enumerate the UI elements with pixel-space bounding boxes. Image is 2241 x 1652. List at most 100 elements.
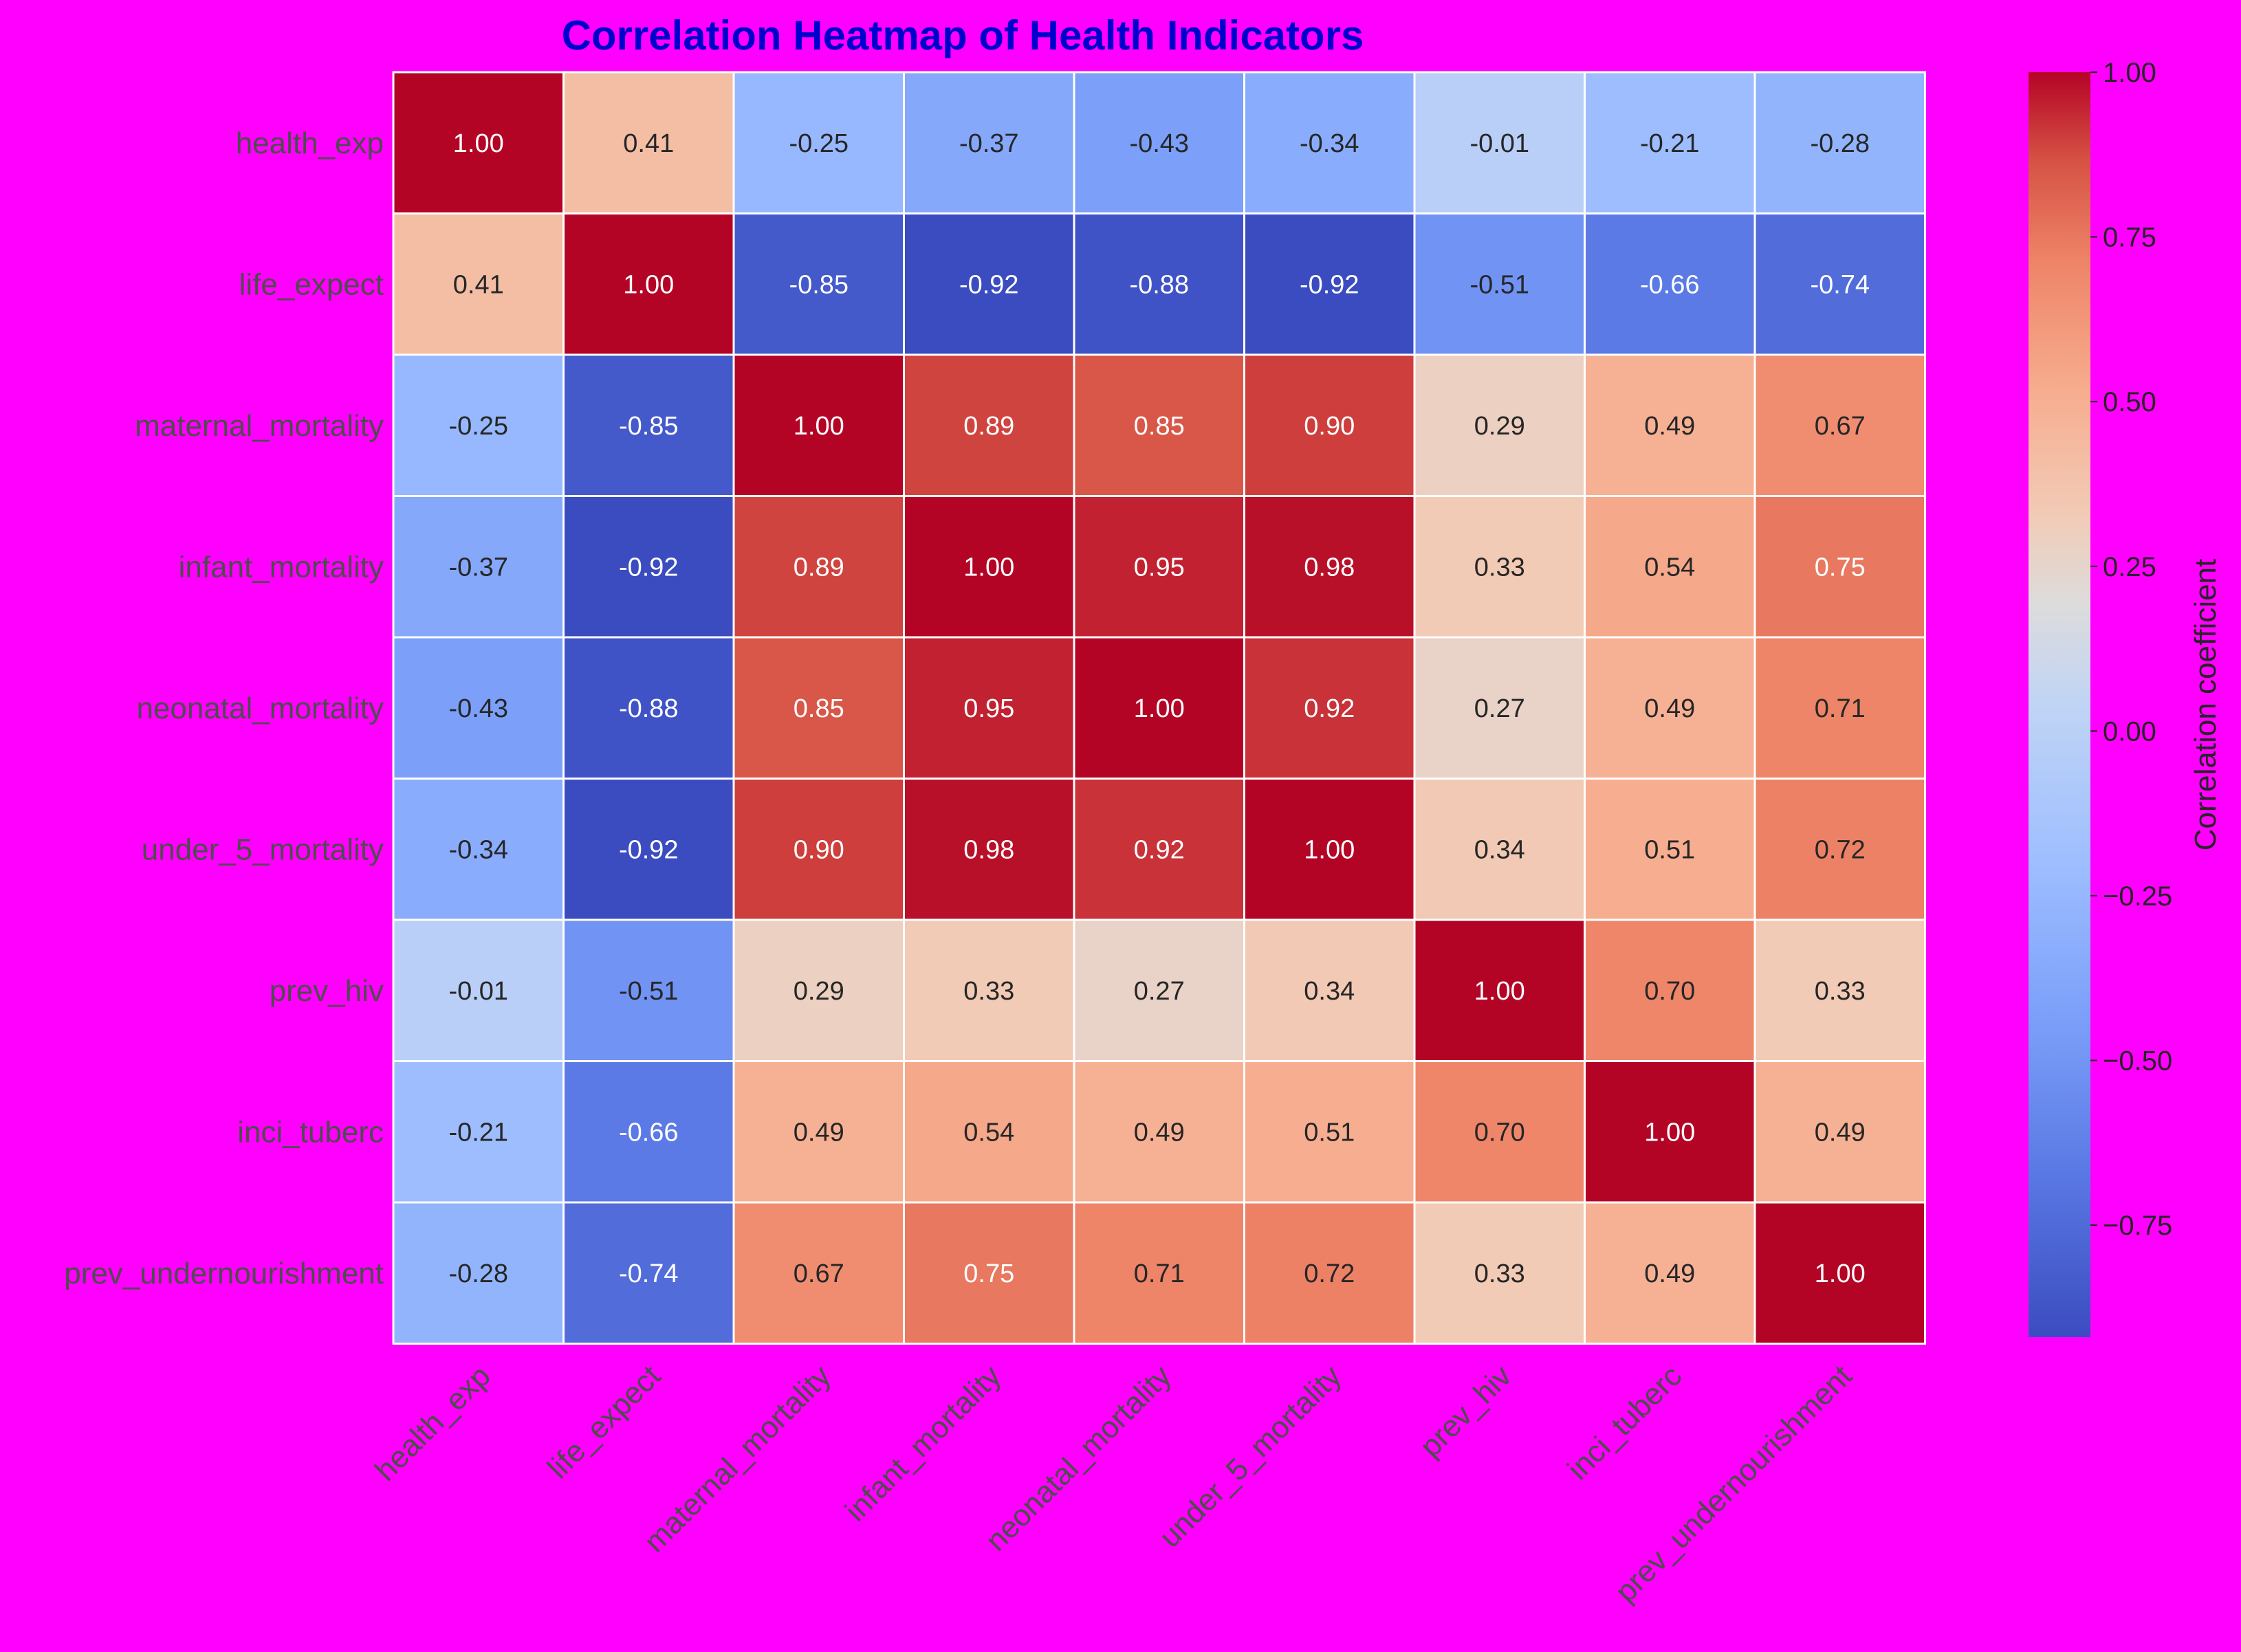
heatmap-cell [392,353,565,497]
cell-value-label: 0.41 [623,129,674,158]
row-tick-label: prev_hiv [270,974,384,1008]
heatmap-cell [392,918,565,1062]
heatmap-cell [392,1060,565,1204]
heatmap-cell [732,1201,905,1345]
cell-value-label: 0.34 [1304,977,1355,1006]
heatmap-cell [392,778,565,921]
heatmap-cell [732,212,905,356]
cell-value-label: 1.00 [1815,1259,1866,1288]
heatmap-cell [1243,778,1416,921]
heatmap-cell [1073,1060,1245,1204]
heatmap-cell [392,495,565,639]
heatmap-cell [1753,778,1926,921]
colorbar-tick-label: 0.50 [2103,387,2156,417]
cell-value-label: -0.37 [959,129,1019,158]
cell-value-label: 1.00 [623,270,674,299]
cell-value-label: -0.74 [619,1259,679,1288]
cell-value-label: 0.34 [1474,835,1525,864]
cell-value-label: 0.49 [1644,412,1695,441]
row-tick-label: infant_mortality [179,550,384,584]
heatmap-cell [1753,1060,1926,1204]
cell-value-label: -0.25 [789,129,849,158]
cell-value-label: 0.33 [1474,1259,1525,1288]
row-tick-label: life_expect [239,267,384,301]
heatmap-cell [392,1201,565,1345]
heatmap-cell [732,1060,905,1204]
heatmap-cell [1243,1201,1416,1345]
cell-value-label: 0.90 [1304,412,1355,441]
heatmap-cell [562,353,735,497]
heatmap-cell [562,636,735,780]
cell-value-label: 1.00 [1644,1118,1695,1147]
cell-value-label: -0.21 [448,1118,508,1147]
cell-value-label: -0.01 [1469,129,1529,158]
cell-value-label: 0.85 [794,694,844,723]
heatmap-cell [1073,71,1245,214]
heatmap-cell [562,918,735,1062]
row-tick-label: maternal_mortality [135,409,384,443]
colorbar-tick-label: −0.75 [2103,1211,2172,1241]
heatmap-cell [562,495,735,639]
cell-value-label: 0.85 [1134,412,1185,441]
cell-value-label: -0.85 [619,412,679,441]
cell-value-label: 0.72 [1815,835,1866,864]
column-tick-label: prev_hiv [1414,1359,1518,1464]
heatmap-cell [1073,918,1245,1062]
heatmap-cell [1584,778,1756,921]
column-tick-label: life_expect [541,1359,667,1485]
cell-value-label: -0.43 [448,694,508,723]
heatmap-cell [903,1060,1075,1204]
colorbar-ticks: 1.00 0.75 0.50 0.25 0.00 −0.25 −0.50 −0.75 [2090,58,2172,1241]
heatmap-cell [1073,212,1245,356]
cell-value-label: 0.49 [1644,1259,1695,1288]
cell-value-label: -0.34 [1300,129,1359,158]
heatmap-cell [903,636,1075,780]
column-tick-label: neonatal_mortality [979,1359,1178,1558]
cell-value-label: 0.89 [794,553,844,582]
cell-value-label: -0.43 [1129,129,1189,158]
cell-value-label: -0.34 [448,835,508,864]
heatmap-cell [1753,353,1926,497]
cell-value-label: 0.89 [963,412,1014,441]
heatmap-cell [1413,636,1586,780]
column-tick-label: inci_tuberc [1561,1359,1688,1486]
cell-value-label: 0.72 [1304,1259,1355,1288]
heatmap-cell [903,353,1075,497]
cell-value-label: 0.49 [1815,1118,1866,1147]
cell-value-label: -0.66 [619,1118,679,1147]
heatmap-cell [1413,212,1586,356]
colorbar-tick-label: 0.00 [2103,716,2156,747]
heatmap-cell [903,495,1075,639]
colorbar-tick-label: 0.75 [2103,223,2156,253]
heatmap-cell [392,636,565,780]
cell-value-label: 0.67 [1815,412,1866,441]
heatmap-cell [732,71,905,214]
column-tick-label: maternal_mortality [637,1359,838,1559]
cell-value-label: 0.33 [1474,553,1525,582]
row-tick-label: inci_tuberc [237,1115,384,1149]
cell-value-label: -0.25 [448,412,508,441]
row-tick-label: under_5_mortality [142,833,384,866]
cell-value-label: 0.92 [1134,835,1185,864]
heatmap-cell [1413,1060,1586,1204]
cell-value-label: 0.33 [963,977,1014,1006]
cell-value-label: -0.28 [448,1259,508,1288]
heatmap-cell [1413,353,1586,497]
cell-value-label: 0.71 [1815,694,1866,723]
chart-title: Correlation Heatmap of Health Indicators [562,12,1364,58]
cell-value-label: -0.51 [1469,270,1529,299]
cell-value-label: 0.92 [1304,694,1355,723]
heatmap-cell [562,71,735,214]
cell-value-label: 0.27 [1474,694,1525,723]
heatmap-cell [903,778,1075,921]
cell-value-label: 0.29 [794,977,844,1006]
cell-value-label: -0.66 [1640,270,1700,299]
cell-value-label: 0.27 [1134,977,1185,1006]
cell-value-label: 0.49 [794,1118,844,1147]
cell-value-label: 1.00 [453,129,504,158]
cell-value-label: 1.00 [963,553,1014,582]
heatmap-cell [1753,636,1926,780]
column-tick-label: under_5_mortality [1153,1359,1348,1554]
heatmap-cell [732,778,905,921]
